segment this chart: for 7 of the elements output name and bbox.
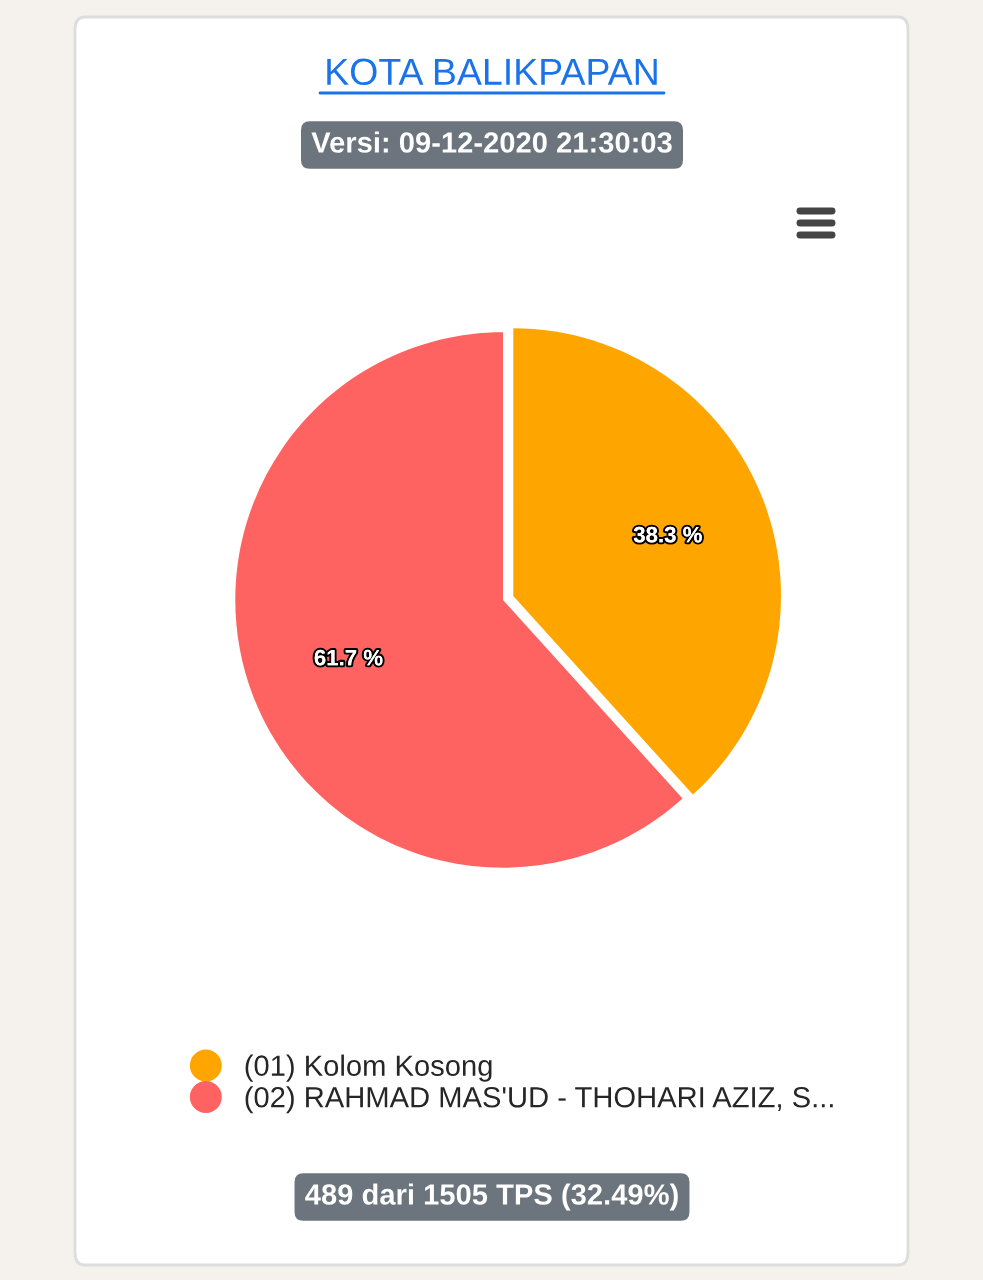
legend-label: (01) Kolom Kosong bbox=[245, 1054, 492, 1082]
chart-subtitle: Versi: 09-12-2020 21:30:03 bbox=[311, 131, 672, 153]
data-label: 38.3 % bbox=[633, 526, 702, 543]
chart-title: KOTA BALIKPAPAN bbox=[327, 58, 657, 86]
legend-label: (02) RAHMAD MAS'UD - THOHARI AZIZ, S... bbox=[245, 1086, 833, 1114]
data-label: 61.7 % bbox=[314, 649, 383, 666]
text: 489 dari 1505 TPS (32.49%) bbox=[305, 1183, 678, 1211]
